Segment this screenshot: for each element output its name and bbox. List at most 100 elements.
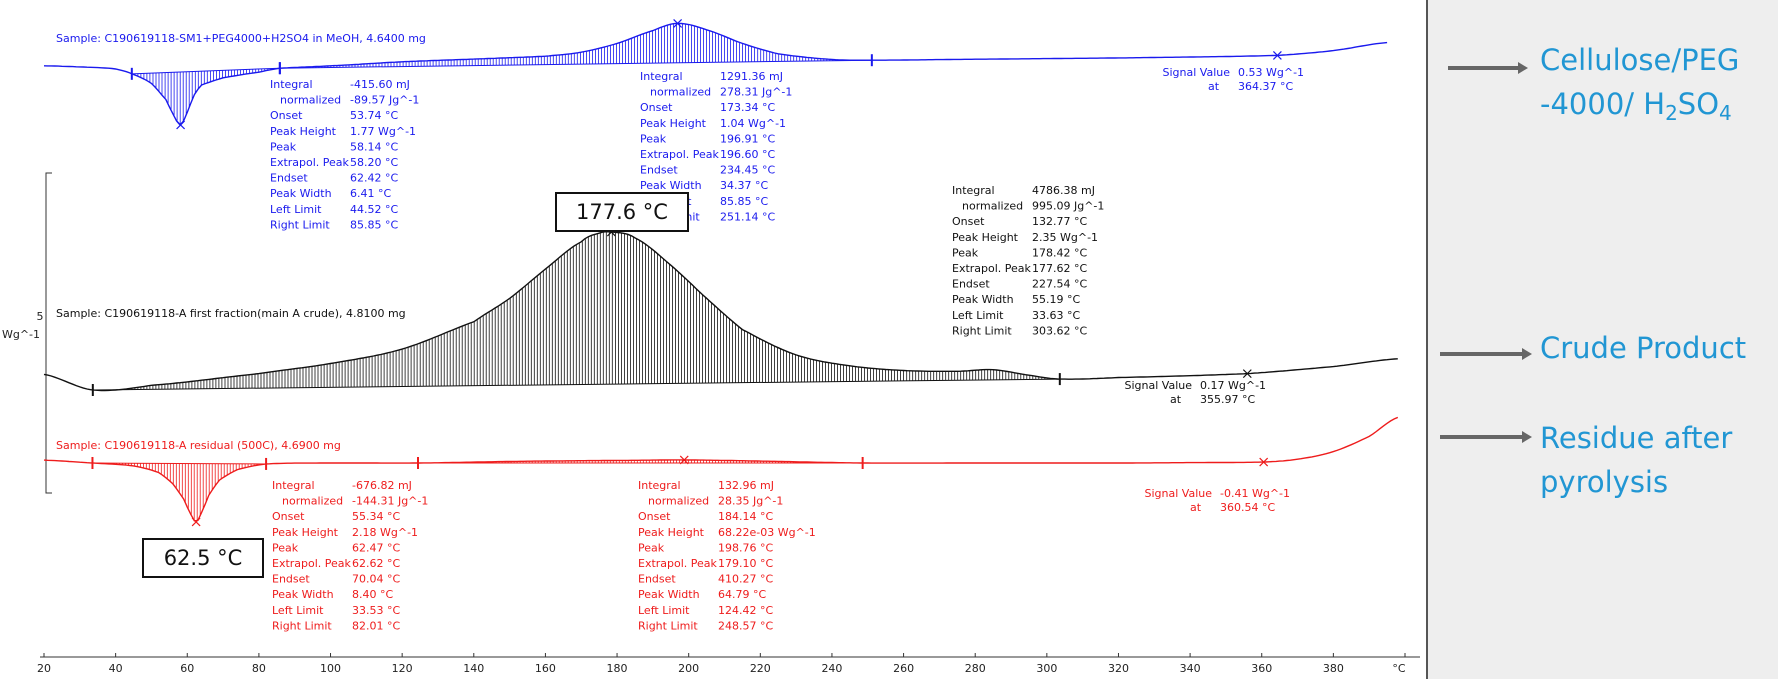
series-0-peak-1-right_limit-value: 251.14 °C (720, 210, 775, 223)
x-tick-label-7: 160 (535, 662, 556, 675)
series-2-peak-0-right_limit-value: 82.01 °C (352, 619, 400, 632)
series-2-peak-1-normalized-label: normalized (648, 495, 709, 508)
x-tick-label-15: 320 (1108, 662, 1129, 675)
series-2-peak-0-onset-label: Onset (272, 510, 305, 523)
series-2-line (43, 416, 1399, 522)
series-1-peak-0-integral-label: Integral (952, 184, 995, 197)
series-2-peak-1-extrapol_peak-value: 179.10 °C (718, 557, 773, 570)
x-tick-label-3: 80 (252, 662, 266, 675)
series-1-peak-0-endset-value: 227.54 °C (1032, 278, 1087, 291)
series-0-peak-0-peak_width-label: Peak Width (270, 187, 332, 200)
series-1-peak-0-endset-label: Endset (952, 278, 990, 291)
series-2-peak-1-extrapol_peak-label: Extrapol. Peak (638, 557, 718, 570)
series-2-peak-1-peak_width-value: 64.79 °C (718, 588, 766, 601)
series-2-peak-0-endset-label: Endset (272, 573, 310, 586)
x-tick-label-4: 100 (320, 662, 341, 675)
series-0-peak-0-integral-label: Integral (270, 78, 313, 91)
series-2-peak-0-peak_height-label: Peak Height (272, 526, 339, 539)
arrow-crude (1440, 348, 1532, 360)
series-2-peak-1-onset-value: 184.14 °C (718, 510, 773, 523)
x-tick-label-10: 220 (750, 662, 771, 675)
series-2-peak-0-normalized-label: normalized (282, 495, 343, 508)
x-tick-label-13: 280 (965, 662, 986, 675)
series-2-sample-label: Sample: C190619118-A residual (500C), 4.… (56, 439, 341, 452)
x-tick-label-6: 140 (463, 662, 484, 675)
series-0-peak-0-baseline (131, 67, 280, 75)
series-2-peak-0-endset-value: 70.04 °C (352, 573, 400, 586)
series-1-signal-marker (1242, 369, 1252, 379)
legend-panel: Cellulose/PEG -4000/ H2SO4 Crude Product… (1426, 0, 1778, 679)
series-0-peak-0-onset-label: Onset (270, 109, 303, 122)
series-2-peak-1-integral-value: 132.96 mJ (718, 479, 774, 492)
series-2-peak-0-right_limit-label: Right Limit (272, 619, 332, 632)
x-tick-label-16: 340 (1180, 662, 1201, 675)
series-2-signal-value: -0.41 Wg^-1 (1220, 487, 1290, 500)
arrow-cellulose (1448, 62, 1528, 74)
label-cellulose-formula: -4000/ H2SO4 (1540, 87, 1732, 125)
series-2-peak-0-peak_width-label: Peak Width (272, 588, 334, 601)
series-2-peak-0-peak_width-value: 8.40 °C (352, 588, 393, 601)
series-0-peak-1-onset-label: Onset (640, 101, 673, 114)
y-scale-bar (45, 172, 52, 494)
series-0-peak-0-extrapol_peak-value: 58.20 °C (350, 156, 398, 169)
series-2-peak-0-extrapol_peak-label: Extrapol. Peak (272, 557, 352, 570)
series-0-peak-0-normalized-label: normalized (280, 94, 341, 107)
series-1-peak-0-onset-label: Onset (952, 215, 985, 228)
series-2-peak-1-onset-label: Onset (638, 510, 671, 523)
series-2-peak-1-integral-label: Integral (638, 479, 681, 492)
series-0-peak-1-peak_width-label: Peak Width (640, 179, 702, 192)
series-0-peak-1-peak_width-value: 34.37 °C (720, 179, 768, 192)
series-0-peak-1-integral-value: 1291.36 mJ (720, 70, 783, 83)
series-2-peak-0-baseline (92, 462, 267, 465)
x-tick-label-1: 40 (109, 662, 123, 675)
series-0-sample-label: Sample: C190619118-SM1+PEG4000+H2SO4 in … (56, 32, 426, 45)
series-2-peak-1-right_limit-value: 248.57 °C (718, 619, 773, 632)
series-0-peak-0-right_limit-value: 85.85 °C (350, 218, 398, 231)
series-2-peak-0-peak_height-value: 2.18 Wg^-1 (352, 526, 418, 539)
series-1-peak-0-normalized-value: 995.09 Jg^-1 (1032, 200, 1104, 213)
x-tick-label-0: 20 (37, 662, 51, 675)
series-0-peak-0-endset-value: 62.42 °C (350, 172, 398, 185)
series-0-peak-0-onset-value: 53.74 °C (350, 109, 398, 122)
annotation-text-1: 62.5 °C (164, 546, 243, 570)
series-2-peak-0-peak-value: 62.47 °C (352, 541, 400, 554)
x-tick-label-12: 260 (893, 662, 914, 675)
series-1-peak-0-peak_height-value: 2.35 Wg^-1 (1032, 231, 1098, 244)
x-tick-label-17: 360 (1251, 662, 1272, 675)
series-0-peak-1-normalized-value: 278.31 Jg^-1 (720, 86, 792, 99)
series-1-line (43, 230, 1398, 392)
series-0-peak-1-baseline (279, 59, 872, 69)
series-2-signal-at-label: at (1190, 501, 1202, 514)
label-pyrolysis: pyrolysis (1540, 465, 1669, 499)
series-0-peak-1-onset-value: 173.34 °C (720, 101, 775, 114)
label-residue: Residue after (1540, 421, 1733, 455)
series-0-peak-0-right_limit-label: Right Limit (270, 218, 330, 231)
series-0-peak-0-endset-label: Endset (270, 172, 308, 185)
series-0-signal-marker (1272, 50, 1282, 60)
series-1-peak-0-peak-label: Peak (952, 246, 979, 259)
x-tick-label-18: 380 (1323, 662, 1344, 675)
series-0-peak-1-left_limit-value: 85.85 °C (720, 195, 768, 208)
label-cellulose: Cellulose/PEG (1540, 43, 1740, 77)
series-1-signal-at: 355.97 °C (1200, 393, 1255, 406)
series-0-peak-0-normalized-value: -89.57 Jg^-1 (350, 94, 419, 107)
series-2-peak-0-left_limit-value: 33.53 °C (352, 604, 400, 617)
series-2-peak-0-integral-value: -676.82 mJ (352, 479, 412, 492)
series-0-peak-0-peak_height-label: Peak Height (270, 125, 337, 138)
series-2-peak-1-left_limit-value: 124.42 °C (718, 604, 773, 617)
series-0-peak-0-hatch (134, 68, 278, 125)
series-0-line (43, 22, 1388, 127)
series-0-signal-at: 364.37 °C (1238, 80, 1293, 93)
series-2-peak-0-integral-label: Integral (272, 479, 315, 492)
label-crude-product: Crude Product (1540, 331, 1747, 365)
series-0-peak-1-extrapol_peak-value: 196.60 °C (720, 148, 775, 161)
series-0-signal-label: Signal Value (1163, 66, 1231, 79)
series-2-signal-at: 360.54 °C (1220, 501, 1275, 514)
series-0-peak-0-peak-value: 58.14 °C (350, 140, 398, 153)
x-tick-label-11: 240 (821, 662, 842, 675)
x-tick-label-5: 120 (392, 662, 413, 675)
annotation-box-0 (555, 192, 689, 232)
series-2-peak-0-peak-label: Peak (272, 541, 299, 554)
series-0-signal-at-label: at (1208, 80, 1220, 93)
series-2-peak-1-left_limit-label: Left Limit (638, 604, 690, 617)
